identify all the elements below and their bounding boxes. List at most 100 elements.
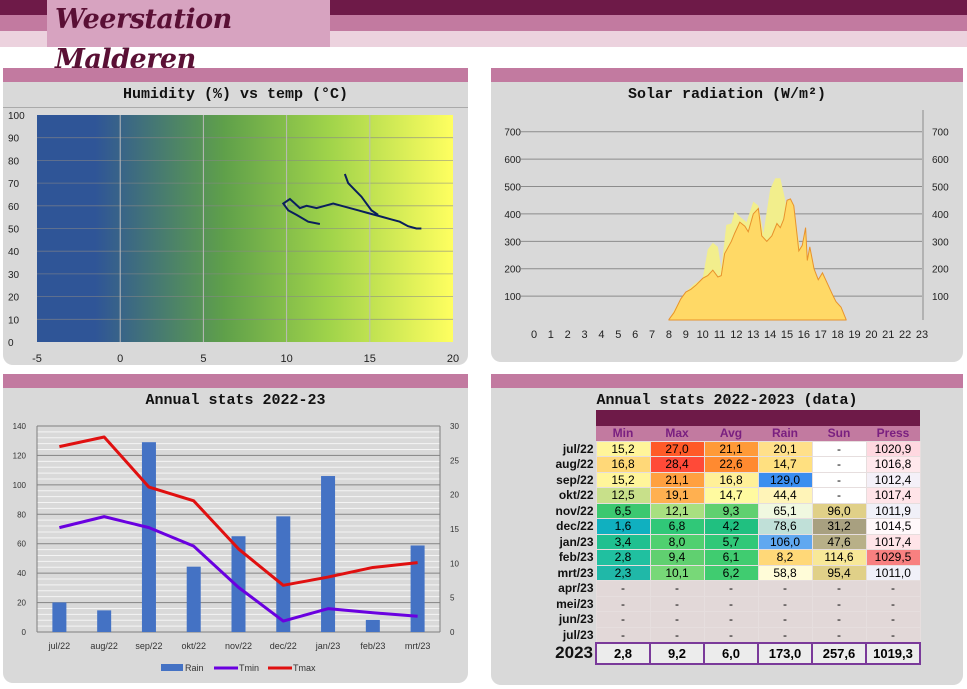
- table-row: jul/23- - - - - -: [545, 626, 921, 643]
- y-tick-label: 0: [8, 338, 14, 349]
- legend-rain-label: Rain: [185, 663, 204, 673]
- table-cell: 1016,8: [865, 456, 921, 473]
- y-tick-label-left: 0: [22, 628, 27, 637]
- column-header: Sun: [812, 425, 866, 441]
- x-tick-label: 6: [632, 329, 638, 341]
- table-cell: -: [595, 611, 651, 628]
- table-cell: 96,0: [811, 502, 867, 519]
- table-cell: 15,2: [595, 471, 651, 488]
- table-cell: 12,5: [595, 487, 651, 504]
- solar-chart-title: Solar radiation (W/m²): [627, 86, 827, 103]
- y-tick-label: 20: [8, 293, 20, 304]
- table-cell: 1,6: [595, 518, 651, 535]
- table-row: mei/23- - - - - -: [545, 595, 921, 612]
- row-label-spacer: [545, 410, 596, 426]
- row-label: jan/23: [559, 534, 594, 549]
- x-tick-label: 2: [565, 329, 571, 341]
- table-cell: 16,8: [703, 471, 759, 488]
- y-tick-label-left: 700: [504, 128, 521, 139]
- table-cell: 1017,4: [865, 487, 921, 504]
- y-tick-label-right: 300: [932, 237, 949, 248]
- table-cell: -: [649, 580, 705, 597]
- legend-tmin-label: Tmin: [239, 663, 259, 673]
- annual-chart-title: Annual stats 2022-23: [145, 392, 326, 409]
- x-tick-label: 10: [280, 353, 292, 365]
- y-tick-label: 10: [8, 315, 20, 326]
- table-cell: -: [811, 456, 867, 473]
- x-tick-label: 4: [598, 329, 604, 341]
- row-label: okt/22: [558, 488, 594, 503]
- table-cell: -: [811, 611, 867, 628]
- table-cell: -: [595, 626, 651, 643]
- top-bar-cell: [866, 410, 920, 426]
- table-cell: 1014,5: [865, 518, 921, 535]
- row-label: jul/22: [562, 441, 594, 456]
- table-cell: 129,0: [757, 471, 813, 488]
- table-cell: 65,1: [757, 502, 813, 519]
- top-bar-cell: [758, 410, 812, 426]
- y-tick-label-right: 5: [450, 594, 455, 603]
- row-label: jun/23: [558, 612, 594, 627]
- x-tick-label: 8: [666, 329, 672, 341]
- y-tick-label-left: 300: [504, 237, 521, 248]
- table-row: mrt/23 2,3 10,1 6,2 58,8 95,4 1011,0: [545, 564, 921, 581]
- y-tick-label: 50: [8, 225, 20, 236]
- table-cell: 16,8: [595, 456, 651, 473]
- x-tick-label: 23: [916, 329, 928, 341]
- x-tick-label: 9: [683, 329, 689, 341]
- y-tick-label: 90: [8, 134, 20, 145]
- y-tick-label-right: 100: [932, 292, 949, 303]
- table-row: jan/23 3,4 8,0 5,7 106,0 47,6 1017,4: [545, 533, 921, 550]
- table-cell: -: [811, 626, 867, 643]
- table-cell: 6,5: [595, 502, 651, 519]
- table-row: nov/22 6,5 12,1 9,3 65,1 96,0 1011,9: [545, 502, 921, 519]
- table-cell: 22,6: [703, 456, 759, 473]
- column-header: Rain: [758, 425, 812, 441]
- y-tick-label-left: 100: [13, 481, 27, 490]
- x-tick-label: 10: [697, 329, 709, 341]
- panel-header-bar: [491, 374, 963, 388]
- table-cell: -: [865, 580, 921, 597]
- table-cell: -: [757, 595, 813, 612]
- table-cell: -: [703, 626, 759, 643]
- y-tick-label-right: 200: [932, 265, 949, 276]
- row-label-spacer: [545, 426, 596, 442]
- tmin-line: [59, 515, 418, 623]
- table-cell: -: [703, 580, 759, 597]
- x-tick-label: 0: [531, 329, 537, 341]
- y-tick-label-left: 100: [504, 292, 521, 303]
- annual-chart: 0 20 40 60 80 100 120 140 0 5 10 15 20 25 30 jul/22 aug/…: [13, 422, 460, 673]
- total-cell: 9,2: [649, 641, 705, 665]
- x-tick-label: 15: [781, 329, 793, 341]
- table-cell: -: [865, 595, 921, 612]
- table-cell: 58,8: [757, 564, 813, 581]
- table-cell: 9,3: [703, 502, 759, 519]
- table-cell: -: [865, 626, 921, 643]
- table-cell: -: [649, 626, 705, 643]
- row-label: aug/22: [555, 457, 594, 472]
- table-cell: -: [703, 611, 759, 628]
- y-tick-label-right: 10: [450, 559, 459, 568]
- row-label: mrt/23: [557, 565, 594, 580]
- annual-chart-panel: Annual stats 2022-23 0 20 40 60 80 100 120 140 0…: [3, 374, 468, 683]
- table-cell: 21,1: [703, 440, 759, 457]
- x-tick-label: aug/22: [90, 641, 118, 651]
- humidity-chart-title: Humidity (%) vs temp (°C): [3, 82, 468, 108]
- x-tick-label: 7: [649, 329, 655, 341]
- y-tick-label: 30: [8, 270, 20, 281]
- humidity-temp-trace: [343, 173, 379, 216]
- y-tick-label: 70: [8, 179, 20, 190]
- rain-bar: [186, 566, 201, 632]
- table-cell: 47,6: [811, 533, 867, 550]
- y-tick-label-right: 20: [450, 491, 459, 500]
- y-tick-label-left: 40: [17, 569, 26, 578]
- table-cell: 3,4: [595, 533, 651, 550]
- table-cell: 6,2: [703, 564, 759, 581]
- table-cell: -: [811, 580, 867, 597]
- x-tick-label: 0: [117, 353, 123, 365]
- total-cell: 257,6: [811, 641, 867, 665]
- table-cell: 5,7: [703, 533, 759, 550]
- y-tick-label-right: 400: [932, 210, 949, 221]
- table-cell: 6,1: [703, 549, 759, 566]
- x-tick-label: 22: [899, 329, 911, 341]
